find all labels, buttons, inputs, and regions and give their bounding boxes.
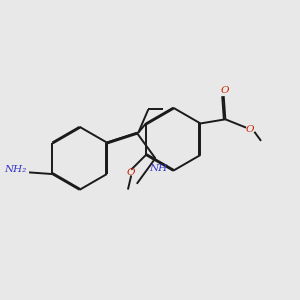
Text: NH: NH — [150, 164, 168, 173]
Text: NH₂: NH₂ — [4, 165, 26, 174]
Text: O: O — [220, 86, 229, 95]
Text: O: O — [246, 125, 254, 134]
Text: O: O — [126, 169, 135, 178]
